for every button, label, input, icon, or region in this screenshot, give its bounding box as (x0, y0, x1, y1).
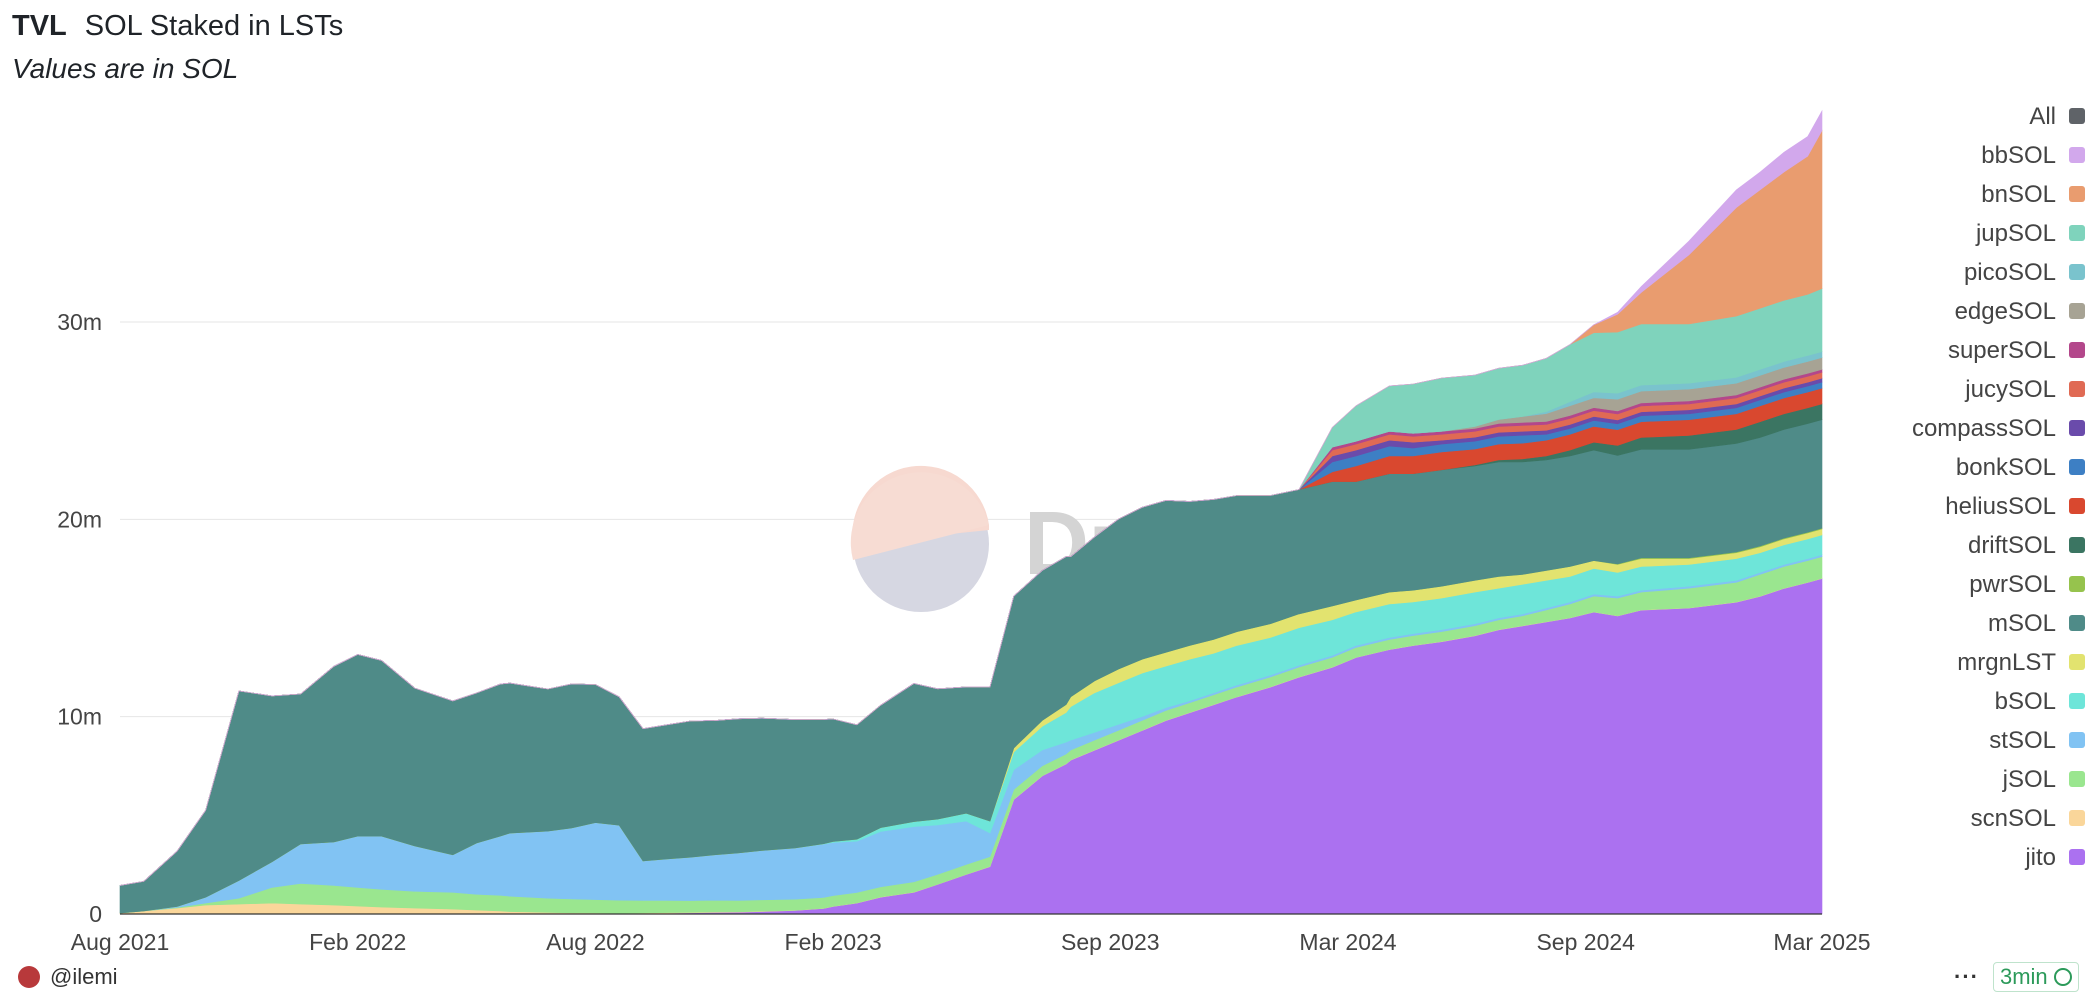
legend-swatch-driftSOL (2069, 537, 2085, 553)
x-tick-label: Sep 2024 (1536, 929, 1635, 955)
legend-label-All: All (2029, 103, 2056, 130)
legend-label-bbSOL: bbSOL (1981, 142, 2056, 169)
legend-label-compassSOL: compassSOL (1912, 415, 2056, 442)
refresh-badge[interactable]: 3min (1992, 962, 2079, 992)
legend-swatch-bSOL (2069, 693, 2085, 709)
area-series-bbSOL (119, 109, 1823, 886)
legend-label-jSOL: jSOL (2002, 766, 2056, 793)
legend-label-mrgnLST: mrgnLST (1957, 649, 2056, 676)
legend-label-stSOL: stSOL (1989, 727, 2056, 754)
legend-label-bonkSOL: bonkSOL (1956, 454, 2056, 481)
legend-swatch-jito (2069, 849, 2085, 865)
chart-tag: TVL (12, 10, 67, 42)
legend-label-picoSOL: picoSOL (1964, 259, 2056, 286)
legend-label-mSOL: mSOL (1988, 610, 2056, 637)
author[interactable]: @ilemi (18, 964, 118, 990)
legend-label-driftSOL: driftSOL (1968, 532, 2056, 559)
legend-swatch-bonkSOL (2069, 459, 2085, 475)
legend-label-superSOL: superSOL (1948, 337, 2056, 364)
legend-swatch-compassSOL (2069, 420, 2085, 436)
check-circle-icon (2053, 968, 2072, 986)
chart-subtitle: Values are in SOL (12, 53, 239, 84)
avatar (18, 966, 40, 988)
x-tick-label: Mar 2025 (1773, 929, 1870, 955)
legend-swatch-mSOL (2069, 615, 2085, 631)
legend-label-heliusSOL: heliusSOL (1945, 493, 2056, 520)
legend-swatch-jupSOL (2069, 225, 2085, 241)
legend-label-edgeSOL: edgeSOL (1955, 298, 2056, 325)
footer-actions: ··· 3min (1954, 962, 2079, 992)
legend-swatch-All (2069, 108, 2085, 124)
legend-label-pwrSOL: pwrSOL (1969, 571, 2056, 598)
legend-label-jito: jito (2024, 844, 2056, 871)
y-tick-label: 30m (57, 309, 102, 335)
x-tick-label: Feb 2022 (309, 929, 406, 955)
y-tick-label: 10m (57, 704, 102, 730)
refresh-time: 3min (1999, 964, 2048, 989)
y-tick-label: 20m (57, 506, 102, 532)
legend-label-bSOL: bSOL (1995, 688, 2056, 715)
x-tick-label: Sep 2023 (1061, 929, 1159, 955)
legend-label-jucySOL: jucySOL (1964, 376, 2056, 403)
chart-title: SOL Staked in LSTs (84, 10, 344, 42)
more-options-button[interactable]: ··· (1954, 964, 1979, 989)
legend-swatch-scnSOL (2069, 810, 2085, 826)
legend-swatch-jSOL (2069, 771, 2085, 787)
legend-swatch-bbSOL (2069, 147, 2085, 163)
legend-swatch-heliusSOL (2069, 498, 2085, 514)
legend-swatch-bnSOL (2069, 186, 2085, 202)
legend-swatch-edgeSOL (2069, 303, 2085, 319)
x-tick-label: Aug 2021 (71, 929, 169, 955)
x-tick-label: Feb 2023 (785, 929, 882, 955)
legend-swatch-superSOL (2069, 342, 2085, 358)
legend-swatch-mrgnLST (2069, 654, 2085, 670)
legend-swatch-pwrSOL (2069, 576, 2085, 592)
legend-label-jupSOL: jupSOL (1975, 220, 2056, 247)
author-name: @ilemi (50, 964, 118, 989)
legend-swatch-jucySOL (2069, 381, 2085, 397)
x-tick-label: Aug 2022 (546, 929, 644, 955)
legend-label-bnSOL: bnSOL (1981, 181, 2056, 208)
watermark-logo-top (850, 472, 989, 560)
chart-header: TVL SOL Staked in LSTs Values are in SOL (12, 10, 343, 85)
y-tick-label: 0 (89, 901, 102, 927)
legend-swatch-stSOL (2069, 732, 2085, 748)
legend-label-scnSOL: scnSOL (1971, 805, 2056, 832)
x-tick-label: Mar 2024 (1299, 929, 1396, 955)
legend-swatch-picoSOL (2069, 264, 2085, 280)
